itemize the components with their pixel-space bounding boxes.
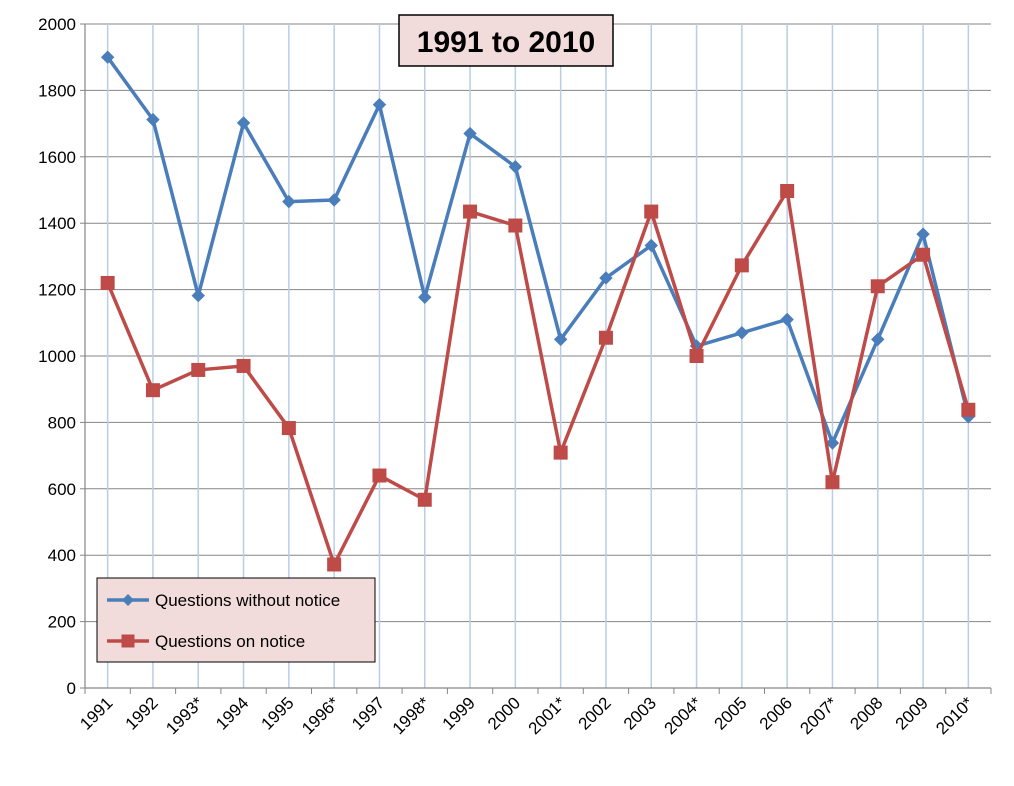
data-point-square [553,445,568,460]
x-tick-label: 2003 [620,693,660,733]
legend-marker-square [121,634,135,648]
data-point-diamond [327,193,341,207]
y-tick-label: 1200 [38,281,76,300]
x-tick-label: 1994 [212,693,252,733]
x-tick-label: 1991 [76,693,116,733]
data-point-diamond [418,290,432,304]
data-point-square [734,258,749,273]
series-group [100,50,976,572]
data-point-square [372,468,387,483]
legend: Questions without notice Questions on not… [96,577,376,663]
x-tick-label: 2008 [846,693,886,733]
x-tick-label: 2000 [484,693,524,733]
y-tick-label: 400 [48,546,76,565]
data-point-diamond [553,332,568,347]
data-point-square [508,218,523,233]
data-point-diamond [463,126,477,141]
chart-title: 1991 to 2010 [398,14,614,67]
data-point-square [916,247,931,262]
data-point-diamond [191,288,205,303]
data-point-diamond [146,112,160,127]
y-tick-label: 1800 [38,81,76,100]
x-tick-label: 1998* [389,693,434,738]
data-point-diamond [871,332,885,347]
x-axis-ticks: 1991 1992 1993* 1994 1995 1996* 1997 1998* 1999 2… [76,688,992,738]
data-point-diamond [372,97,387,112]
x-tick-label: 1996* [298,693,343,738]
legend-label: Questions on notice [155,632,305,651]
y-tick-label: 1000 [38,347,76,366]
title-box [398,14,614,67]
x-tick-label: 2010* [932,693,977,738]
x-tick-label: 2002 [575,693,615,733]
x-tick-label: 2006 [756,693,796,733]
y-tick-label: 600 [48,480,76,499]
y-tick-label: 2000 [38,15,76,34]
y-axis-ticks: 0 200 400 600 800 1000 1200 1400 1600 1800 2000 [38,15,85,698]
legend-marker-diamond [122,594,134,606]
data-point-square [780,183,795,198]
x-tick-label: 2005 [710,693,750,733]
y-tick-label: 800 [48,413,76,432]
x-tick-label: 1999 [439,693,479,733]
y-tick-label: 1400 [38,214,76,233]
data-point-diamond [599,271,613,285]
data-point-diamond [780,312,794,327]
x-tick-label: 2007* [796,693,841,738]
x-tick-label: 1992 [122,693,162,733]
x-tick-label: 1995 [257,693,297,733]
legend-label: Questions without notice [155,591,340,610]
data-point-square [463,204,478,219]
legend-box [96,577,376,663]
grid-lines [85,23,991,688]
data-point-square [100,275,115,290]
data-point-square [870,279,885,294]
data-point-diamond [735,326,749,340]
chart-title-text: 1991 to 2010 [417,26,595,59]
y-tick-label: 200 [48,613,76,632]
series-line [106,189,971,567]
data-point-diamond [100,50,115,64]
x-tick-label: 2009 [892,693,932,733]
data-point-diamond [508,160,523,174]
x-tick-label: 2001* [525,693,570,738]
data-point-square [417,492,432,507]
data-point-square [191,362,206,377]
data-point-diamond [916,227,930,241]
series-line [106,56,971,445]
x-tick-label: 2004* [661,693,706,738]
data-point-diamond [644,238,658,253]
data-point-square [236,358,251,373]
x-tick-label: 1997 [348,693,388,733]
data-point-square [327,557,342,572]
data-point-diamond [282,194,296,209]
data-point-diamond [825,436,840,450]
y-tick-label: 1600 [38,148,76,167]
y-tick-label: 0 [67,679,76,698]
data-point-square [598,330,613,345]
data-point-square [961,402,976,417]
x-tick-label: 1993* [162,693,207,738]
data-point-square [825,475,840,490]
data-point-square [689,349,704,363]
data-point-diamond [236,116,251,130]
data-point-square [145,383,160,398]
data-point-square [644,204,659,219]
data-point-square [281,421,296,436]
